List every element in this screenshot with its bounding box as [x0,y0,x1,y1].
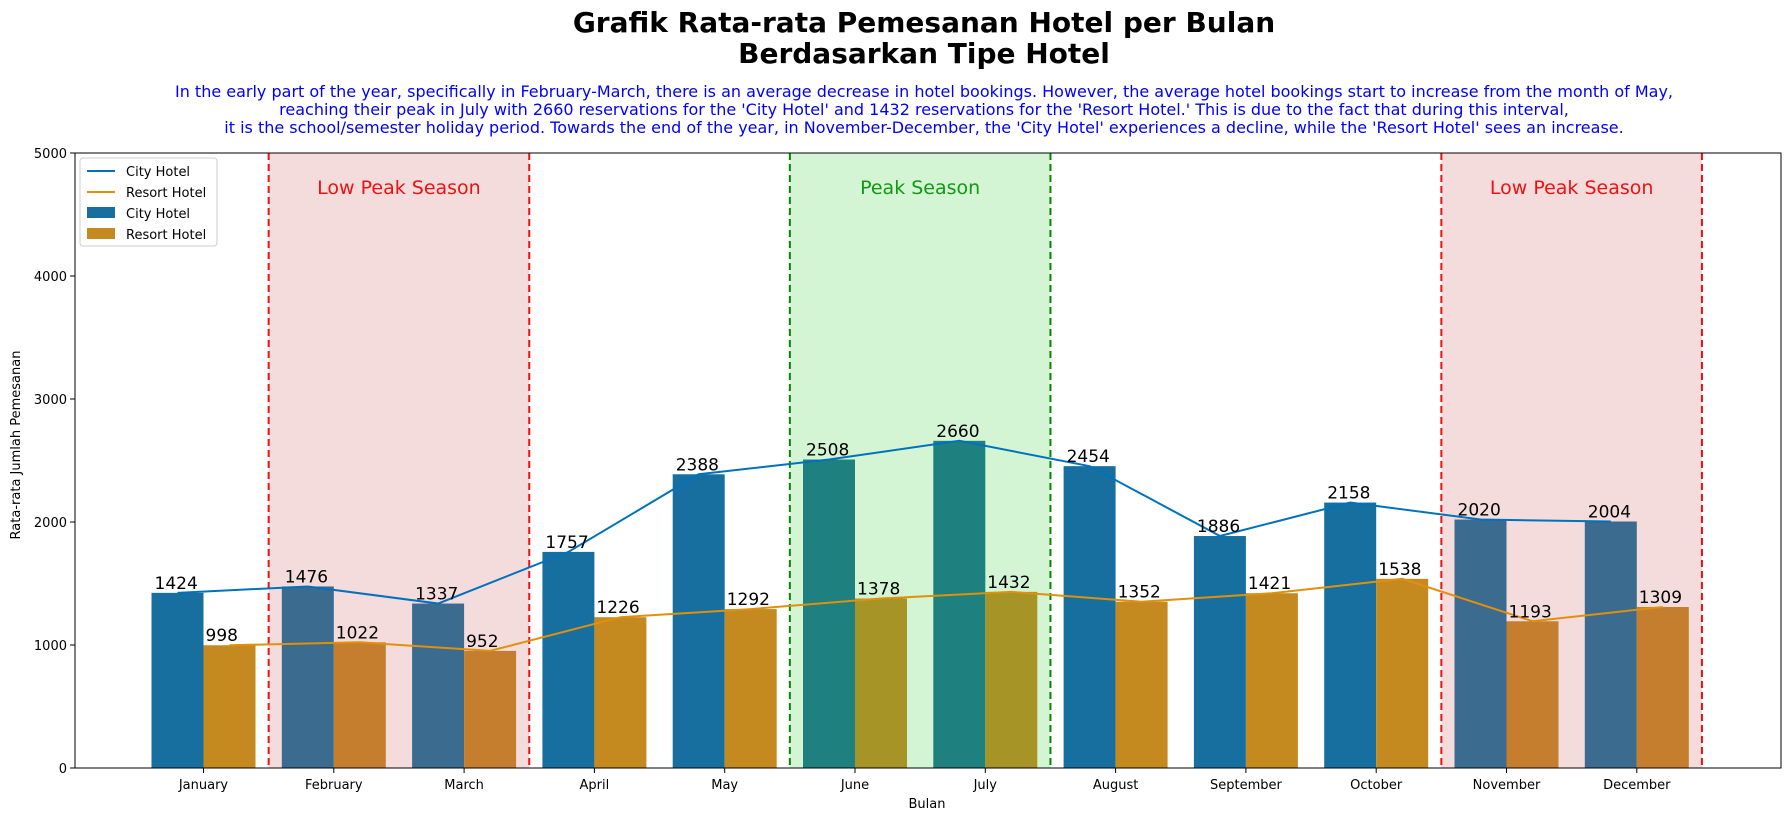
bar-city-hotel-october [1324,502,1377,768]
legend-label-2: City Hotel [126,207,190,222]
line-city-hotel [177,439,1611,605]
bar-resort-hotel-march [464,650,517,768]
data-label-city-hotel-june: 2508 [806,441,849,461]
chart-subtitle-line-1: In the early part of the year, specifica… [175,82,1673,101]
data-label-resort-hotel-july: 1432 [987,573,1030,593]
data-label-resort-hotel-june: 1378 [857,580,900,600]
bar-city-hotel-january [151,592,204,768]
bar-resort-hotel-december [1636,606,1689,768]
data-label-city-hotel-december: 2004 [1588,503,1631,523]
bar-resort-hotel-november [1506,621,1559,768]
x-axis-label: Bulan [909,797,946,812]
data-label-resort-hotel-may: 1292 [727,590,770,610]
legend-swatch-3 [87,228,115,239]
data-label-city-hotel-january: 1424 [155,574,198,594]
y-tick-label-1000: 1000 [34,639,67,654]
chart-title-line-1: Grafik Rata-rata Pemesanan Hotel per Bul… [573,6,1275,39]
data-label-resort-hotel-september: 1421 [1248,574,1291,594]
bar-city-hotel-april [542,551,595,768]
bar-city-hotel-december [1584,521,1637,768]
line-resort-hotel [229,577,1663,652]
y-tick-label-0: 0 [59,762,67,777]
x-tick-label-july: July [973,778,998,793]
data-label-resort-hotel-january: 998 [206,626,238,646]
x-tick-label-october: October [1350,778,1403,793]
x-tick-label-november: November [1473,778,1541,793]
chart-title: Grafik Rata-rata Pemesanan Hotel per Bul… [573,6,1275,70]
data-label-resort-hotel-november: 1193 [1509,602,1552,622]
plot-frame [74,152,1782,769]
data-label-city-hotel-november: 2020 [1458,501,1501,521]
bar-resort-hotel-april [594,617,647,768]
legend-label-3: Resort Hotel [126,228,206,243]
bar-resort-hotel-august [1115,601,1168,768]
bar-resort-hotel-january [203,645,256,768]
season-label-2: Low Peak Season [1490,177,1654,199]
y-tick-label-5000: 5000 [34,147,67,162]
y-axis-label: Rata-rata Jumlah Pemesanan [9,351,24,540]
data-label-resort-hotel-december: 1309 [1639,588,1682,608]
x-tick-label-august: August [1093,778,1139,793]
data-label-city-hotel-july: 2660 [936,422,979,442]
x-tick-label-january: January [178,778,229,793]
data-label-resort-hotel-march: 952 [466,632,498,652]
data-label-city-hotel-september: 1886 [1197,517,1240,537]
season-label-1: Peak Season [860,177,980,199]
bar-resort-hotel-september [1245,593,1298,768]
x-tick-label-september: September [1210,778,1283,793]
season-label-0: Low Peak Season [317,177,481,199]
bar-resort-hotel-july [985,591,1038,768]
chart-subtitle-line-3: it is the school/semester holiday period… [224,118,1623,137]
data-label-resort-hotel-october: 1538 [1378,560,1421,580]
x-tick-label-february: February [305,778,363,793]
bar-resort-hotel-february [333,642,386,768]
data-label-city-hotel-october: 2158 [1327,484,1370,504]
data-label-city-hotel-february: 1476 [285,567,328,587]
bar-city-hotel-august [1063,466,1116,768]
chart-title-line-2: Berdasarkan Tipe Hotel [738,37,1110,70]
data-label-resort-hotel-august: 1352 [1118,583,1161,603]
bar-resort-hotel-may [724,609,777,768]
legend-label-0: City Hotel [126,165,190,180]
axes: 0 1000 2000 3000 4000 5000 January February Marc… [34,147,1782,793]
x-tick-label-june: June [840,778,869,793]
bar-resort-hotel-october [1376,578,1429,768]
x-tick-label-may: May [711,778,738,793]
trend-lines [177,439,1663,652]
legend: City Hotel Resort Hotel City Hotel Resort H… [79,157,218,247]
legend-label-1: Resort Hotel [126,186,206,201]
x-tick-label-december: December [1603,778,1671,793]
chart-subtitle: In the early part of the year, specifica… [175,82,1673,137]
bar-resort-hotel-june [855,598,907,768]
bars [151,440,1689,768]
bar-city-hotel-june [803,459,855,768]
data-label-city-hotel-august: 2454 [1067,447,1110,467]
bar-city-hotel-march [412,603,465,768]
y-tick-label-4000: 4000 [34,270,67,285]
bar-city-hotel-february [281,586,334,768]
data-label-city-hotel-april: 1757 [545,533,588,553]
bar-city-hotel-november [1454,519,1507,768]
x-tick-label-april: April [580,778,610,793]
y-tick-label-3000: 3000 [34,393,67,408]
data-label-city-hotel-may: 2388 [676,455,719,475]
bar-city-hotel-july [933,440,986,768]
data-label-resort-hotel-april: 1226 [596,598,639,618]
legend-swatch-2 [87,207,115,218]
data-label-city-hotel-march: 1337 [415,585,458,605]
bar-city-hotel-september [1193,536,1246,768]
bar-city-hotel-may [672,474,725,768]
data-label-resort-hotel-february: 1022 [336,623,379,643]
legend-box [79,157,218,247]
x-tick-label-march: March [444,778,484,793]
data-labels: 1424 1476 1337 1757 2388 2508 2660 2454 1886 2158… [155,422,1683,652]
chart-subtitle-line-2: reaching their peak in July with 2660 re… [279,100,1569,119]
y-tick-label-2000: 2000 [34,516,67,531]
